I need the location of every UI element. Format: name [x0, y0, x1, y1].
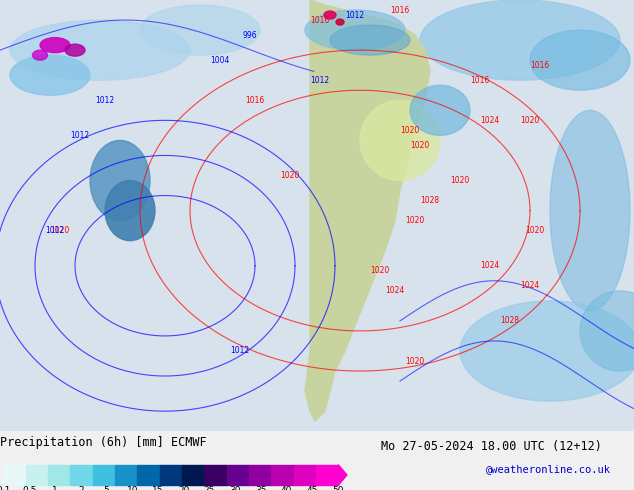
Text: 1028: 1028 [420, 196, 439, 205]
Ellipse shape [336, 19, 344, 25]
Ellipse shape [10, 55, 90, 95]
Text: 1016: 1016 [391, 5, 410, 15]
Ellipse shape [550, 110, 630, 311]
Text: 0.5: 0.5 [22, 487, 36, 490]
Text: Mo 27-05-2024 18.00 UTC (12+12): Mo 27-05-2024 18.00 UTC (12+12) [381, 440, 602, 453]
Bar [294, 465, 316, 485]
Ellipse shape [105, 180, 155, 241]
Text: Precipitation (6h) [mm] ECMWF: Precipitation (6h) [mm] ECMWF [0, 436, 207, 449]
Bar [160, 465, 182, 485]
Text: 35: 35 [256, 487, 267, 490]
Bar [316, 465, 339, 485]
Text: 1020: 1020 [280, 171, 300, 180]
Bar [204, 465, 227, 485]
Text: 1012: 1012 [96, 96, 115, 105]
Text: 1012: 1012 [230, 346, 250, 355]
Text: 1004: 1004 [210, 56, 230, 65]
Ellipse shape [90, 141, 150, 220]
Text: 1012: 1012 [46, 226, 65, 235]
Ellipse shape [40, 38, 70, 52]
Bar [48, 465, 70, 485]
Bar [4, 465, 26, 485]
Bar [138, 465, 160, 485]
Ellipse shape [140, 5, 260, 55]
Polygon shape [305, 0, 430, 421]
Ellipse shape [530, 30, 630, 90]
Bar [70, 465, 93, 485]
Text: 30: 30 [230, 487, 241, 490]
Text: 1024: 1024 [481, 116, 500, 125]
Ellipse shape [32, 50, 48, 60]
Bar [249, 465, 271, 485]
Bar [271, 465, 294, 485]
Bar [227, 465, 249, 485]
Polygon shape [339, 465, 347, 485]
Text: 1020: 1020 [401, 126, 420, 135]
Ellipse shape [460, 301, 634, 401]
Text: 1020: 1020 [50, 226, 70, 235]
Ellipse shape [410, 85, 470, 135]
Ellipse shape [324, 11, 336, 19]
Text: 1: 1 [52, 487, 58, 490]
Text: 1024: 1024 [481, 261, 500, 270]
Text: 1020: 1020 [405, 357, 425, 366]
Text: 1020: 1020 [370, 266, 390, 275]
Text: 1020: 1020 [405, 216, 425, 225]
Text: 1016: 1016 [531, 61, 550, 70]
Text: @weatheronline.co.uk: @weatheronline.co.uk [486, 465, 611, 474]
Ellipse shape [10, 20, 190, 80]
Text: 10: 10 [127, 487, 138, 490]
Bar [26, 465, 48, 485]
Text: 45: 45 [307, 487, 318, 490]
Text: 50: 50 [332, 487, 344, 490]
Text: 1028: 1028 [500, 317, 519, 325]
Bar [182, 465, 204, 485]
Text: 996: 996 [243, 30, 257, 40]
Bar [115, 465, 138, 485]
Text: 40: 40 [281, 487, 292, 490]
Text: 15: 15 [152, 487, 164, 490]
Text: 1012: 1012 [70, 131, 89, 140]
Ellipse shape [305, 10, 405, 50]
Text: 1024: 1024 [521, 281, 540, 290]
Text: 1012: 1012 [311, 76, 330, 85]
Text: 25: 25 [204, 487, 215, 490]
Text: 1012: 1012 [346, 11, 365, 20]
Ellipse shape [580, 291, 634, 371]
Text: 1016: 1016 [245, 96, 264, 105]
Text: 1020: 1020 [521, 116, 540, 125]
Text: 1020: 1020 [526, 226, 545, 235]
Text: 1020: 1020 [450, 176, 470, 185]
Text: 0.1: 0.1 [0, 487, 11, 490]
Ellipse shape [330, 25, 410, 55]
Text: 1016: 1016 [311, 16, 330, 24]
Text: 1024: 1024 [385, 286, 404, 295]
Text: 5: 5 [103, 487, 109, 490]
Text: 1020: 1020 [410, 141, 430, 150]
Text: 1016: 1016 [470, 76, 489, 85]
Ellipse shape [360, 100, 440, 180]
Text: 20: 20 [178, 487, 190, 490]
Ellipse shape [420, 0, 620, 80]
Text: 2: 2 [78, 487, 84, 490]
Bar [93, 465, 115, 485]
Ellipse shape [65, 44, 85, 56]
